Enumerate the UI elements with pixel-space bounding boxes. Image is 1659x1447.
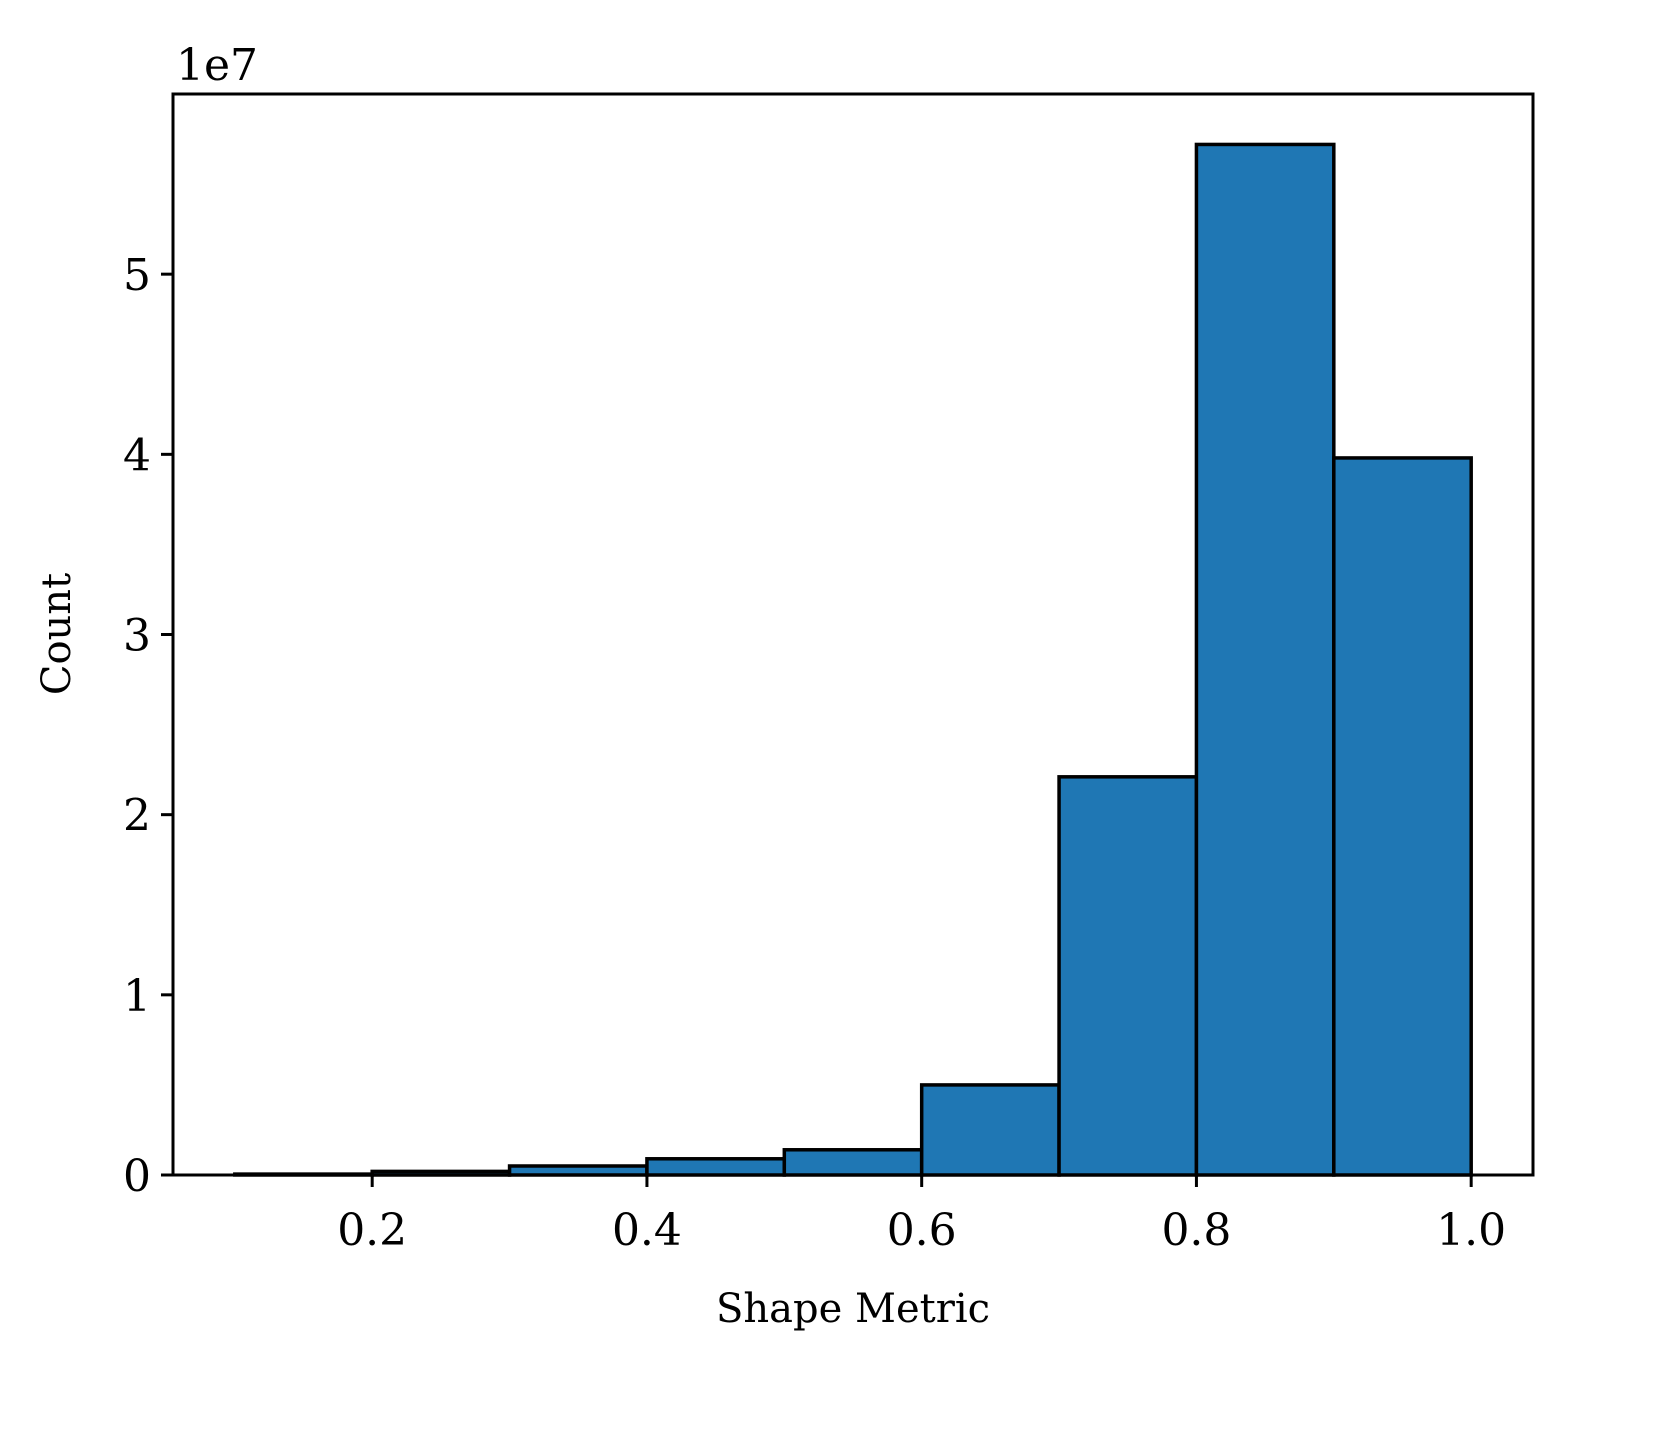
bar	[782, 1148, 924, 1177]
x-tick-label: 0.4	[612, 1205, 682, 1256]
y-tick-label: 4	[123, 430, 151, 481]
y-tick-label: 0	[123, 1151, 151, 1202]
y-tick-label: 1	[123, 971, 151, 1022]
y-tick-label: 3	[123, 611, 151, 662]
y-axis-label: Count	[34, 573, 80, 695]
y-offset-label: 1e7	[176, 40, 258, 91]
bar	[919, 1083, 1061, 1177]
x-tick-label: 0.6	[887, 1205, 957, 1256]
bar	[645, 1157, 787, 1177]
bar	[1057, 775, 1199, 1177]
bar	[1194, 142, 1336, 1177]
y-tick-label: 2	[123, 791, 151, 842]
x-tick-label: 1.0	[1436, 1205, 1506, 1256]
bar	[1332, 456, 1473, 1177]
x-tick-label: 0.8	[1161, 1205, 1231, 1256]
y-tick-label: 5	[123, 250, 151, 301]
x-axis-label: Shape Metric	[716, 1286, 990, 1332]
x-tick-label: 0.2	[337, 1205, 407, 1256]
